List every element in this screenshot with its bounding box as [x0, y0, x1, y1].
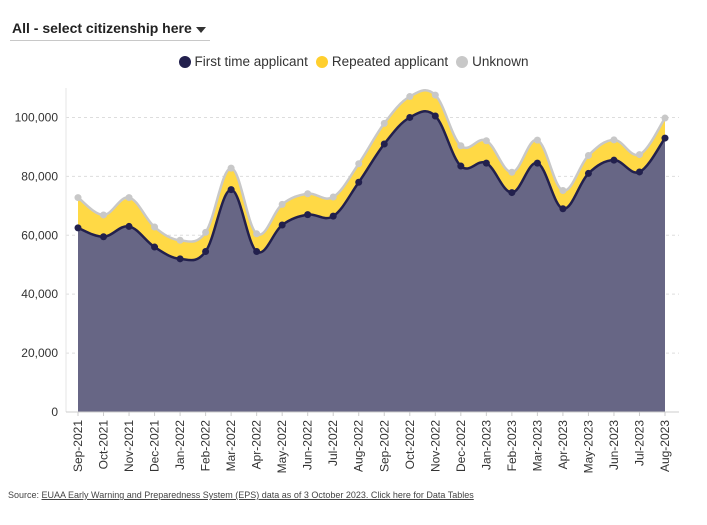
data-point-first-time-applicant	[406, 113, 414, 121]
data-point-unknown	[635, 151, 643, 159]
data-point-unknown	[610, 136, 618, 144]
legend-swatch-unknown	[456, 55, 469, 68]
data-point-first-time-applicant	[457, 162, 465, 170]
data-point-unknown	[508, 168, 516, 176]
x-tick-label: Mar-2023	[530, 420, 544, 472]
x-tick-label: Feb-2023	[505, 420, 519, 472]
data-point-first-time-applicant	[431, 112, 439, 120]
x-tick-label: Dec-2021	[148, 420, 162, 472]
x-tick-label: Jul-2022	[326, 420, 340, 466]
data-point-unknown	[431, 91, 439, 99]
data-point-unknown	[202, 228, 210, 236]
legend-swatch-first-time	[178, 55, 191, 68]
x-tick-label: Oct-2022	[403, 420, 417, 470]
data-point-unknown	[406, 93, 414, 101]
data-point-first-time-applicant	[227, 186, 235, 194]
data-point-first-time-applicant	[304, 211, 312, 219]
data-point-first-time-applicant	[380, 140, 388, 148]
x-tick-label: Nov-2021	[122, 420, 136, 472]
x-tick-label: Mar-2022	[224, 420, 238, 472]
legend-swatch-repeated	[315, 55, 328, 68]
data-point-unknown	[380, 119, 388, 127]
data-point-unknown	[74, 194, 82, 202]
x-tick-label: Aug-2023	[658, 420, 672, 472]
x-tick-label: Jun-2023	[607, 420, 621, 470]
series-area-repeated-applicant	[78, 91, 665, 261]
legend-label-unknown: Unknown	[472, 54, 529, 69]
data-point-first-time-applicant	[125, 222, 133, 230]
x-tick-label: Apr-2023	[556, 420, 570, 470]
x-tick-label: Jun-2022	[301, 420, 315, 470]
data-tables-link[interactable]: EUAA Early Warning and Preparedness Syst…	[41, 490, 474, 500]
y-tick-label: 100,000	[15, 110, 59, 124]
x-tick-label: Sep-2022	[377, 420, 391, 472]
data-point-first-time-applicant	[635, 168, 643, 176]
data-point-first-time-applicant	[508, 189, 516, 197]
x-tick-label: Apr-2022	[250, 420, 264, 470]
data-point-first-time-applicant	[176, 255, 184, 263]
citizenship-select[interactable]: All - select citizenship here	[10, 14, 210, 41]
x-tick-label: May-2023	[581, 420, 595, 474]
x-tick-label: May-2022	[275, 420, 289, 474]
data-point-unknown	[559, 187, 567, 195]
y-tick-label: 60,000	[21, 228, 58, 242]
data-point-unknown	[227, 164, 235, 172]
x-tick-label: Jul-2023	[632, 420, 646, 466]
data-point-unknown	[125, 194, 133, 202]
data-point-unknown	[355, 160, 363, 168]
x-tick-label: Sep-2021	[71, 420, 85, 472]
data-point-unknown	[100, 211, 108, 219]
data-point-unknown	[661, 114, 669, 122]
x-tick-label: Jan-2022	[173, 420, 187, 470]
y-tick-label: 40,000	[21, 287, 58, 301]
source-prefix: Source:	[8, 490, 42, 500]
data-point-first-time-applicant	[610, 156, 618, 164]
y-tick-label: 0	[51, 405, 58, 419]
data-point-first-time-applicant	[329, 212, 337, 220]
data-point-unknown	[304, 190, 312, 198]
chart-legend: First time applicant Repeated applicant …	[0, 54, 707, 69]
data-point-first-time-applicant	[74, 224, 82, 232]
source-note: Source: EUAA Early Warning and Preparedn…	[8, 490, 474, 500]
data-point-unknown	[533, 136, 541, 144]
data-point-first-time-applicant	[202, 247, 210, 255]
data-point-unknown	[482, 137, 490, 145]
data-point-first-time-applicant	[151, 243, 159, 251]
y-tick-label: 20,000	[21, 346, 58, 360]
data-point-first-time-applicant	[355, 178, 363, 186]
data-point-unknown	[253, 230, 261, 238]
legend-item-unknown[interactable]: Unknown	[456, 54, 528, 69]
data-point-first-time-applicant	[559, 205, 567, 213]
x-tick-label: Dec-2022	[454, 420, 468, 472]
legend-item-first-time[interactable]: First time applicant	[178, 54, 308, 69]
x-tick-label: Aug-2022	[352, 420, 366, 472]
legend-label-first-time: First time applicant	[194, 54, 308, 69]
data-point-unknown	[278, 200, 286, 208]
data-point-first-time-applicant	[533, 159, 541, 167]
x-tick-label: Oct-2021	[97, 420, 111, 470]
data-point-first-time-applicant	[253, 247, 261, 255]
data-point-first-time-applicant	[661, 134, 669, 142]
data-point-first-time-applicant	[482, 159, 490, 167]
chevron-down-icon	[196, 27, 206, 33]
y-tick-label: 80,000	[21, 169, 58, 183]
data-point-first-time-applicant	[100, 233, 108, 241]
series-area-first-time-applicant	[78, 111, 665, 412]
data-point-unknown	[151, 223, 159, 231]
data-point-unknown	[176, 236, 184, 244]
x-tick-label: Feb-2022	[199, 420, 213, 472]
data-point-first-time-applicant	[584, 169, 592, 177]
citizenship-select-label: All - select citizenship here	[12, 20, 192, 36]
legend-item-repeated[interactable]: Repeated applicant	[315, 54, 449, 69]
data-point-unknown	[329, 193, 337, 201]
x-tick-label: Nov-2022	[428, 420, 442, 472]
data-point-first-time-applicant	[278, 221, 286, 229]
legend-label-repeated: Repeated applicant	[331, 54, 449, 69]
x-tick-label: Jan-2023	[479, 420, 493, 470]
data-point-unknown	[584, 151, 592, 159]
data-point-unknown	[457, 142, 465, 150]
